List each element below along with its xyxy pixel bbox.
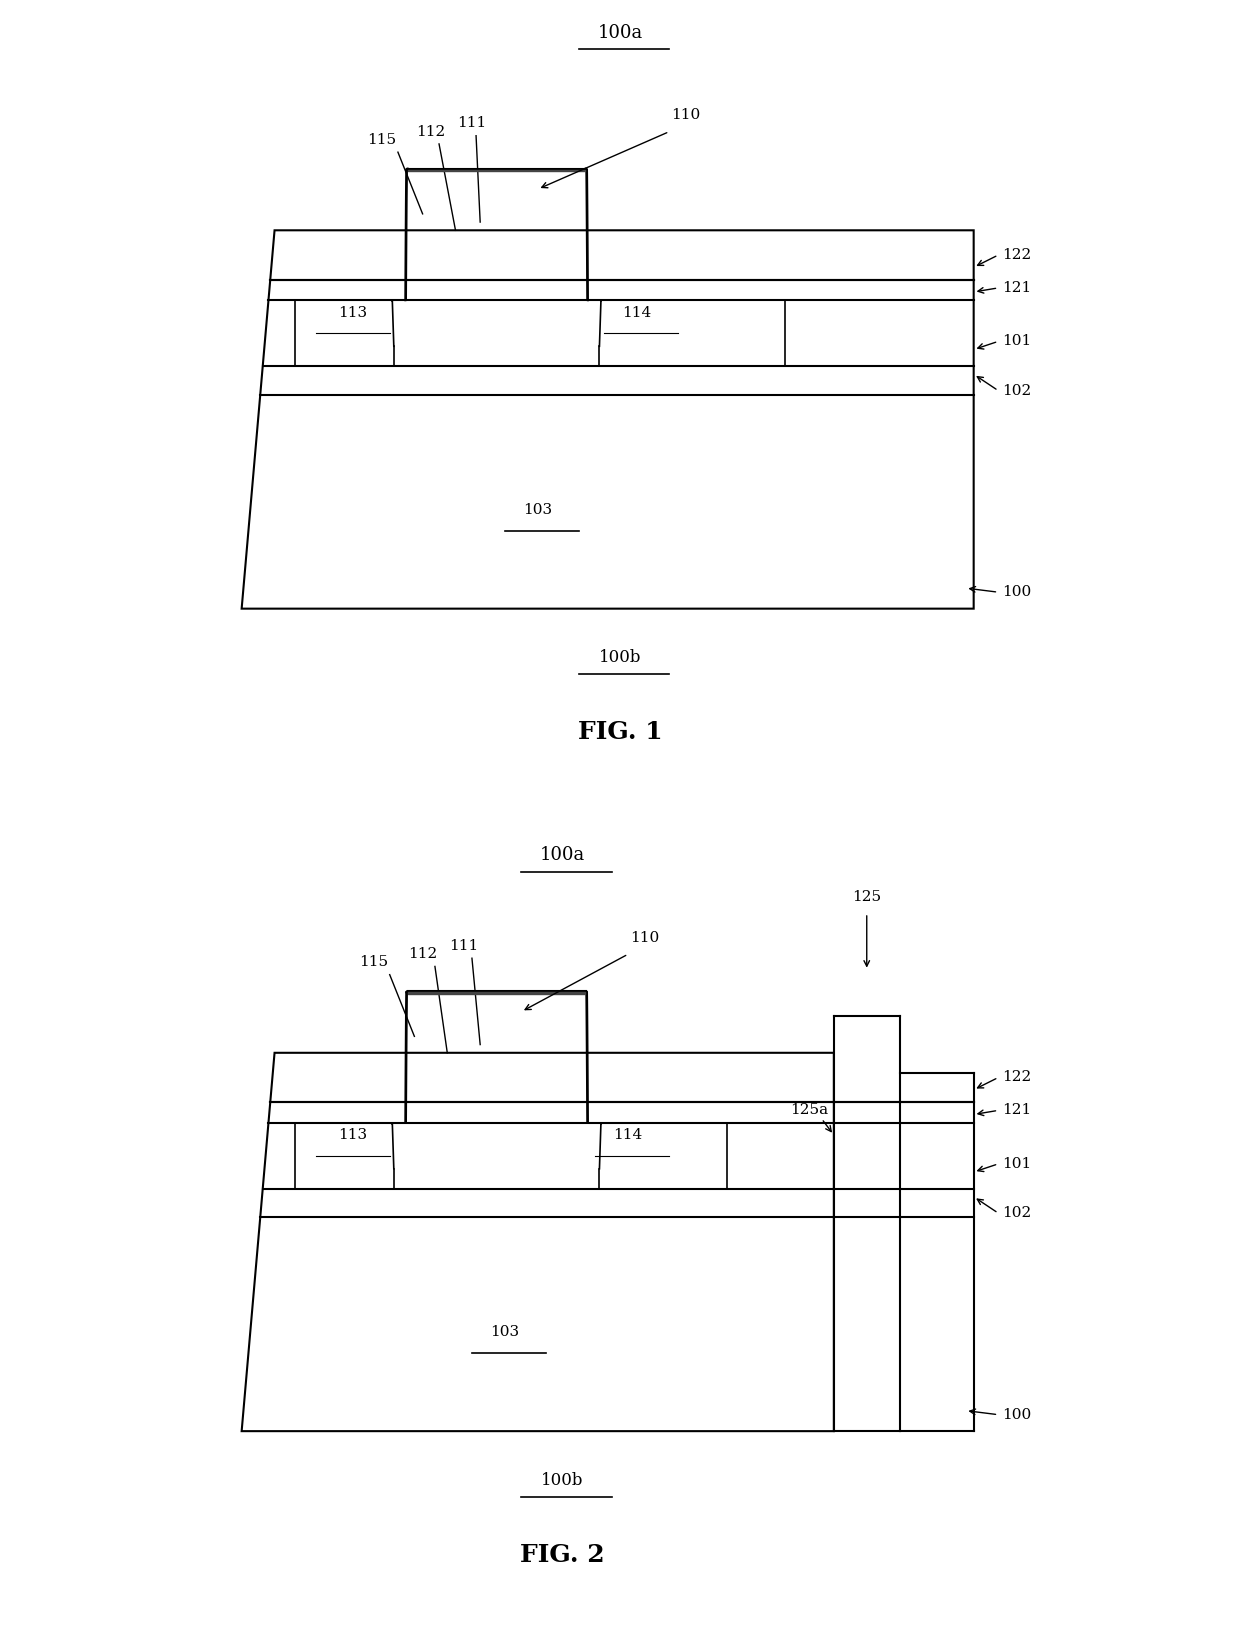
Text: 102: 102 (1002, 1206, 1032, 1221)
Text: 115: 115 (358, 956, 388, 969)
Text: 110: 110 (630, 931, 660, 944)
Text: 100b: 100b (541, 1472, 584, 1489)
Text: 100: 100 (1002, 1408, 1032, 1421)
Text: 112: 112 (417, 125, 445, 138)
Text: 100a: 100a (598, 25, 642, 41)
Text: 101: 101 (1002, 1156, 1032, 1171)
Text: 100b: 100b (599, 650, 641, 666)
Text: 125a: 125a (790, 1104, 828, 1117)
Text: 101: 101 (1002, 334, 1032, 349)
Text: FIG. 1: FIG. 1 (578, 721, 662, 744)
Text: 102: 102 (1002, 383, 1032, 398)
Text: 100: 100 (1002, 586, 1032, 599)
Text: 115: 115 (367, 133, 396, 146)
Text: 114: 114 (621, 306, 651, 319)
Text: 111: 111 (458, 117, 486, 130)
Text: 121: 121 (1002, 1104, 1032, 1117)
Text: 103: 103 (490, 1326, 520, 1339)
Text: 113: 113 (339, 1128, 367, 1142)
Text: 111: 111 (449, 939, 479, 952)
Text: 110: 110 (671, 109, 701, 122)
Text: 112: 112 (408, 948, 438, 961)
Text: 122: 122 (1002, 1071, 1032, 1084)
Text: 113: 113 (339, 306, 367, 319)
Text: 114: 114 (614, 1128, 642, 1142)
Text: 122: 122 (1002, 248, 1032, 262)
Text: FIG. 2: FIG. 2 (520, 1543, 605, 1566)
Text: 103: 103 (523, 503, 552, 517)
Text: 125: 125 (852, 890, 882, 903)
Text: 121: 121 (1002, 281, 1032, 294)
Text: 100a: 100a (539, 847, 585, 864)
